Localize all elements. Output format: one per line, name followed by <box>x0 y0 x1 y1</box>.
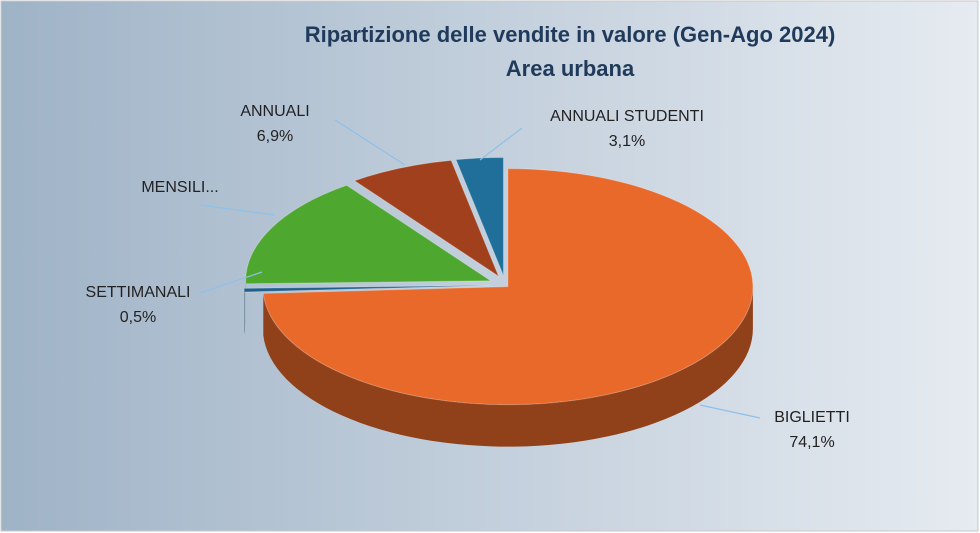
leader-line <box>199 271 263 294</box>
labels: BIGLIETTI 74,1% SETTIMANALI 0,5% MENSILI... A… <box>86 103 850 451</box>
leader-line <box>334 119 406 166</box>
leader-line <box>699 404 761 419</box>
tops <box>243 156 754 406</box>
sides <box>244 280 753 447</box>
value-label: 0,5% <box>120 309 156 326</box>
category-label: ANNUALI <box>240 103 309 120</box>
category-label: ANNUALI STUDENTI <box>550 108 704 125</box>
category-label: MENSILI... <box>141 179 218 196</box>
value-label: 3,1% <box>609 133 645 150</box>
value-label: 6,9% <box>257 128 293 145</box>
category-label: BIGLIETTI <box>774 409 850 426</box>
chart-title: Ripartizione delle vendite in valore (Ge… <box>305 22 836 47</box>
chart-subtitle: Area urbana <box>506 56 635 81</box>
leader-line <box>479 127 523 161</box>
slice <box>353 159 500 278</box>
slice <box>455 156 504 276</box>
slice <box>245 184 493 285</box>
category-label: SETTIMANALI <box>86 284 191 301</box>
value-label: 74,1% <box>789 434 834 451</box>
slice-side <box>263 286 753 447</box>
leader-line <box>199 204 276 216</box>
slice <box>262 168 754 406</box>
slice <box>243 284 490 293</box>
